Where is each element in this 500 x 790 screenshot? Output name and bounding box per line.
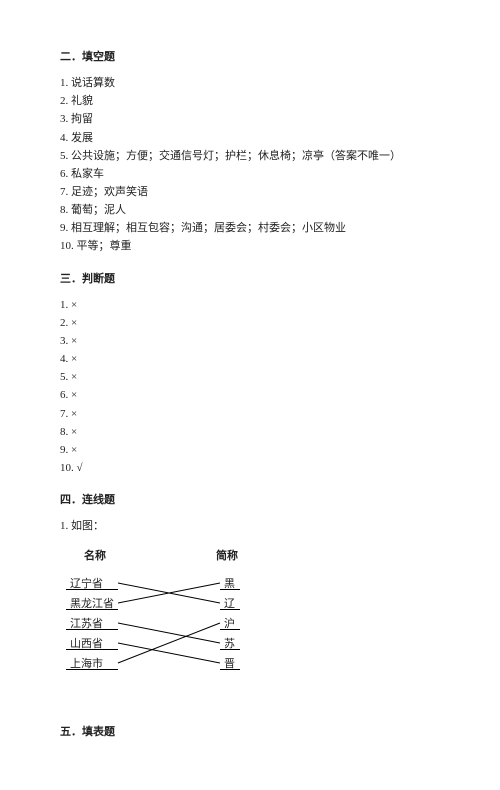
list-item: 8. × [60,423,440,441]
list-item: 10. 平等；尊重 [60,237,440,255]
list-item: 3. 拘留 [60,110,440,128]
list-item: 2. × [60,314,440,332]
list-item: 4. × [60,350,440,368]
match-connection-lines [60,547,260,697]
list-item: 5. 公共设施；方便；交通信号灯；护栏；休息椅；凉亭（答案不唯一） [60,147,440,165]
match-intro-text: 1. 如图： [60,517,440,535]
list-item: 5. × [60,368,440,386]
match-intro: 1. 如图： [60,517,440,535]
list-item: 2. 礼貌 [60,92,440,110]
list-item: 7. × [60,405,440,423]
match-line [118,643,220,663]
fill-answer-list: 1. 说话算数 2. 礼貌 3. 拘留 4. 发展 5. 公共设施；方便；交通信… [60,74,440,255]
matching-diagram: 名称 简称 辽宁省 黑龙江省 江苏省 山西省 上海市 黑 辽 沪 苏 晋 [60,547,260,697]
list-item: 10. √ [60,459,440,477]
judge-answer-list: 1. × 2. × 3. × 4. × 5. × 6. × 7. × 8. × … [60,296,440,477]
list-item: 3. × [60,332,440,350]
answer-key-page: 二．填空题 1. 说话算数 2. 礼貌 3. 拘留 4. 发展 5. 公共设施；… [0,0,500,790]
section-table-heading: 五．填表题 [60,723,440,741]
list-item: 4. 发展 [60,129,440,147]
list-item: 1. 说话算数 [60,74,440,92]
list-item: 6. × [60,386,440,404]
list-item: 9. × [60,441,440,459]
list-item: 8. 葡萄；泥人 [60,201,440,219]
match-line [118,623,220,643]
list-item: 7. 足迹；欢声笑语 [60,183,440,201]
section-judge-heading: 三．判断题 [60,270,440,288]
list-item: 6. 私家车 [60,165,440,183]
list-item: 9. 相互理解；相互包容；沟通；居委会；村委会；小区物业 [60,219,440,237]
match-line [118,623,220,663]
section-match-heading: 四．连线题 [60,491,440,509]
list-item: 1. × [60,296,440,314]
section-fill-heading: 二．填空题 [60,48,440,66]
